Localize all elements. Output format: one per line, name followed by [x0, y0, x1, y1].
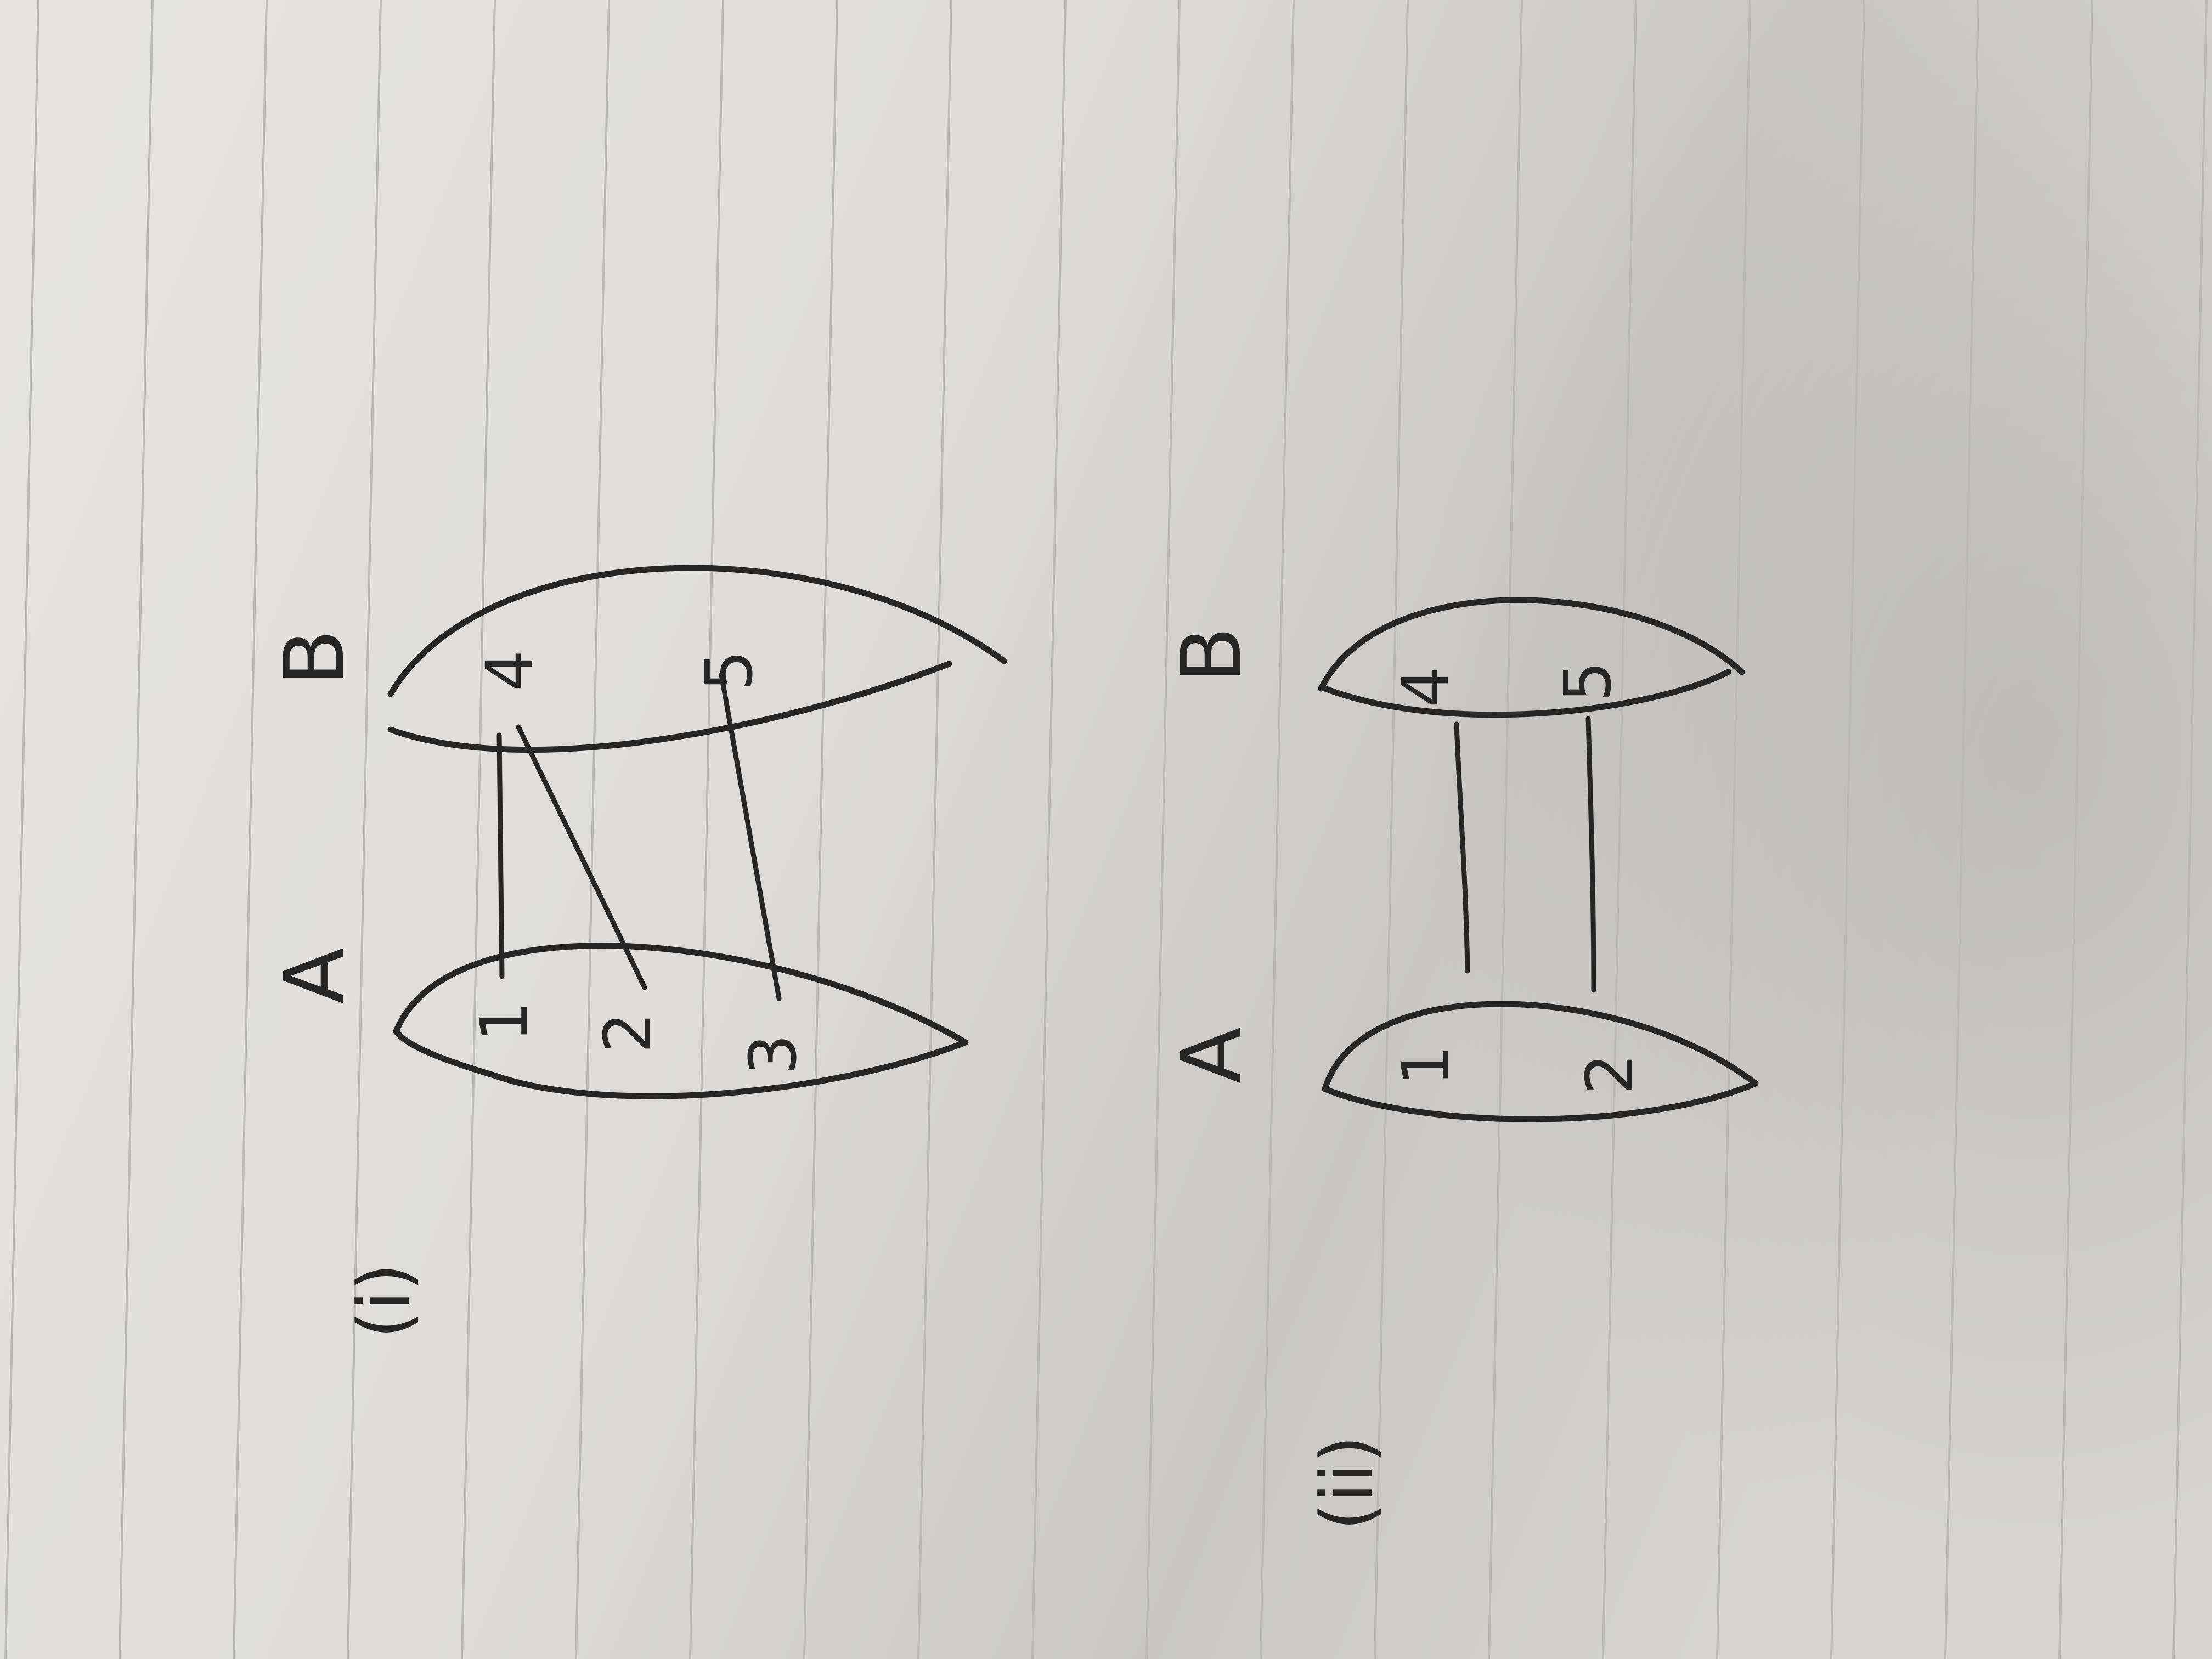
ruled-line [1944, 0, 1979, 1659]
ruled-line [2172, 0, 2208, 1659]
ruled-line [4, 0, 40, 1659]
ruled-line [1374, 0, 1409, 1659]
part-label-i: (i) [342, 1263, 426, 1339]
ruled-line [803, 0, 838, 1659]
part-label-ii: (ii) [1305, 1435, 1389, 1531]
ruled-line [1488, 0, 1523, 1659]
set-a-element-2-i: 2 [590, 1012, 665, 1053]
mapping-2-to-5-ii [1585, 716, 1596, 993]
set-a-oval-i [393, 943, 969, 1099]
set-b-element-4-ii: 4 [1388, 667, 1464, 708]
diagram-i: (i) A B 1 2 3 4 5 [267, 565, 1007, 1339]
ruled-lines [4, 0, 2208, 1659]
ruled-line [917, 0, 952, 1659]
ruled-line [1830, 0, 1865, 1659]
ruled-line [119, 0, 154, 1659]
hand-shadow [988, 0, 2212, 1659]
set-b-element-4-i: 4 [472, 650, 548, 691]
diagram-ii: (ii) A B 1 2 4 5 [1164, 597, 1759, 1531]
ruled-line [2058, 0, 2094, 1659]
set-b-element-5-ii: 5 [1550, 661, 1626, 702]
set-b-label-i: B [267, 629, 363, 686]
set-a-element-1-i: 1 [466, 1001, 542, 1042]
ruled-line [461, 0, 496, 1659]
set-a-element-1-ii: 1 [1388, 1045, 1464, 1086]
mapping-1-to-4-ii [1454, 721, 1470, 974]
set-b-oval-ii [1318, 597, 1745, 718]
set-b-oval-i [387, 565, 1007, 753]
set-a-label-ii: A [1164, 1027, 1260, 1084]
ruled-line [1716, 0, 1751, 1659]
set-a-element-3-i: 3 [735, 1034, 811, 1075]
mapping-1-to-4-i [496, 732, 505, 979]
ruled-line [689, 0, 724, 1659]
ruled-line [1031, 0, 1066, 1659]
mapping-3-to-5-i [719, 672, 782, 1001]
ruled-line [575, 0, 610, 1659]
set-b-element-5-i: 5 [691, 650, 767, 691]
set-a-element-2-ii: 2 [1572, 1053, 1647, 1094]
ruled-line [347, 0, 382, 1659]
ruled-line [1146, 0, 1181, 1659]
set-a-oval-ii [1322, 1001, 1759, 1122]
ruled-line [1602, 0, 1637, 1659]
ruled-line [1260, 0, 1295, 1659]
ruled-line [233, 0, 268, 1659]
mapping-2-to-4-i [516, 724, 647, 990]
set-b-label-ii: B [1164, 627, 1260, 683]
set-a-label-i: A [267, 947, 363, 1004]
